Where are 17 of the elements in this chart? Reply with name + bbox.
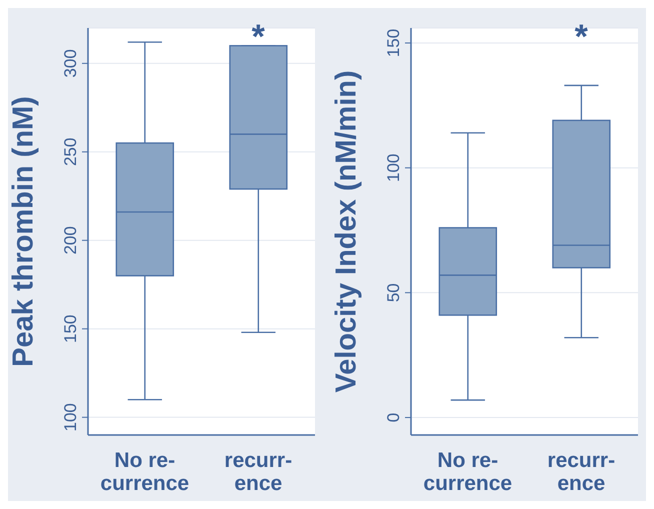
x-tick-label: No re- currence xyxy=(423,449,512,495)
y-tick-label: 50 xyxy=(384,283,403,302)
x-tick-label: recurr- ence xyxy=(224,449,292,495)
y-tick-label: 300 xyxy=(61,49,80,78)
y-tick-label: 100 xyxy=(384,154,403,182)
y-tick-label: 250 xyxy=(61,138,80,166)
annotation: * xyxy=(574,18,589,56)
y-tick-label: 0 xyxy=(384,412,403,422)
x-tick-label: recurr- ence xyxy=(547,449,616,495)
y-tick-label: 200 xyxy=(61,226,80,255)
y-tick-label: 150 xyxy=(384,28,403,58)
y-tick-label: 100 xyxy=(61,403,80,432)
y-axis-title: Peak thrombin (nM) xyxy=(7,96,40,367)
y-tick-label: 150 xyxy=(61,314,80,344)
y-axis-title: Velocity Index (nM/min) xyxy=(330,70,362,393)
x-tick-label: No re- currence xyxy=(100,449,190,495)
annotation: * xyxy=(252,18,266,56)
